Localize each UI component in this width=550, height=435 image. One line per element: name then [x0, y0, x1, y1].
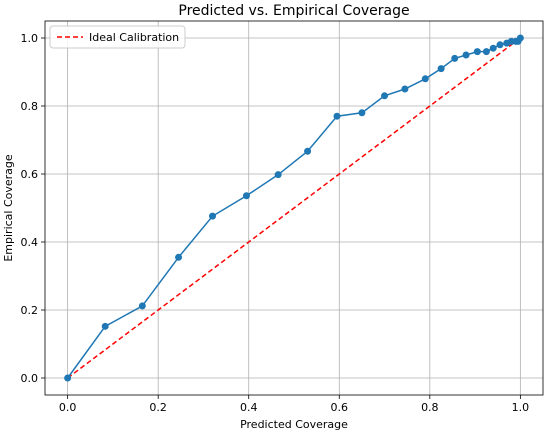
legend: Ideal Calibration [49, 25, 186, 49]
data-point [462, 51, 470, 59]
data-point [209, 212, 217, 220]
data-point [482, 48, 490, 56]
legend-label-ideal-calibration: Ideal Calibration [89, 31, 179, 44]
data-point [496, 41, 504, 49]
data-point [175, 253, 183, 261]
y-tick-label: 0.0 [21, 372, 39, 385]
data-point [437, 65, 445, 73]
legend-box [49, 25, 186, 49]
data-point [138, 302, 146, 310]
data-point [473, 48, 481, 56]
data-point [358, 109, 366, 117]
x-tick-label: 0.6 [331, 401, 349, 414]
x-axis-label: Predicted Coverage [240, 418, 348, 431]
x-axis-ticks: 0.0 0.2 0.4 0.6 0.8 1.0 [59, 395, 529, 414]
data-point [274, 171, 282, 179]
plot-area-frame [44, 20, 544, 396]
data-point [101, 322, 109, 330]
data-point [516, 34, 524, 42]
y-tick-label: 0.4 [21, 236, 39, 249]
x-tick-label: 0.0 [59, 401, 77, 414]
ideal-calibration-line [67, 37, 521, 379]
data-point [421, 75, 429, 83]
data-point [242, 192, 250, 200]
y-tick-label: 0.8 [21, 100, 39, 113]
data-point [304, 147, 312, 155]
data-point [489, 44, 497, 52]
data-point [451, 54, 459, 62]
data-point [333, 112, 341, 120]
x-tick-label: 0.8 [421, 401, 439, 414]
x-tick-label: 0.2 [149, 401, 167, 414]
data-point [64, 374, 72, 382]
y-tick-label: 0.2 [21, 304, 39, 317]
x-tick-label: 0.4 [240, 401, 258, 414]
y-tick-label: 1.0 [21, 32, 39, 45]
data-point [381, 92, 389, 100]
x-tick-label: 1.0 [512, 401, 530, 414]
ideal-calibration-series [67, 37, 521, 379]
y-axis-label: Empirical Coverage [2, 154, 15, 262]
y-tick-label: 0.6 [21, 168, 39, 181]
data-point [401, 85, 409, 93]
empirical-coverage-series [64, 34, 524, 382]
chart-title: Predicted vs. Empirical Coverage [178, 3, 409, 19]
y-axis-ticks: 0.0 0.2 0.4 0.6 0.8 1.0 [21, 32, 45, 385]
